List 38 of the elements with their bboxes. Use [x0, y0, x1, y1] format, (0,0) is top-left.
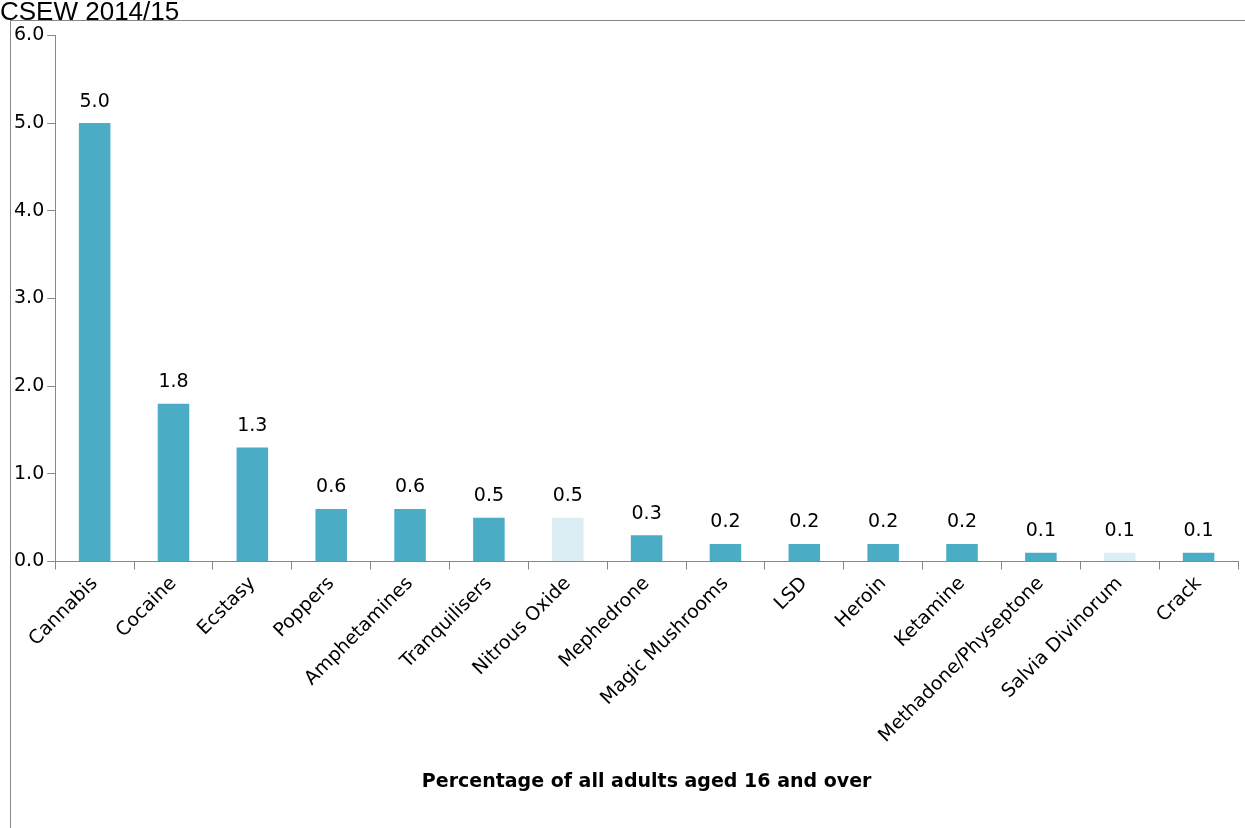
bar: [157, 403, 190, 562]
y-tick-label: 2.0: [14, 373, 45, 396]
data-label: 0.2: [789, 509, 820, 532]
bar: [1182, 552, 1215, 562]
bar: [1025, 552, 1057, 562]
data-label: 0.2: [710, 509, 741, 532]
y-tick-label: 3.0: [14, 285, 45, 308]
bar: [315, 508, 347, 562]
bar: [473, 517, 505, 562]
data-label: 0.6: [316, 474, 347, 497]
bar: [946, 543, 978, 562]
bar: [551, 517, 584, 562]
y-tick-label: 1.0: [14, 460, 45, 483]
bar: [1103, 552, 1136, 562]
y-tick-label: 0.0: [14, 548, 45, 571]
bar: [394, 508, 426, 562]
data-label: 0.2: [946, 509, 978, 532]
data-label: 0.3: [631, 500, 662, 523]
data-label: 1.8: [158, 369, 189, 392]
data-label: 0.5: [552, 483, 583, 506]
bar: [236, 447, 269, 562]
bar: [78, 123, 111, 562]
bar: [788, 543, 821, 562]
y-tick-label: 5.0: [14, 110, 45, 133]
data-label: 0.2: [868, 509, 899, 532]
data-label: 0.6: [394, 474, 426, 497]
data-label: 0.5: [473, 483, 505, 506]
data-label: 0.1: [1025, 518, 1056, 541]
y-tick-label: 4.0: [14, 197, 45, 220]
bar: [630, 535, 663, 562]
x-axis-title: Percentage of all adults aged 16 and over: [421, 768, 873, 791]
x-tick-label: LSD: [768, 571, 811, 614]
data-label: 1.3: [237, 412, 268, 435]
data-label: 5.0: [79, 88, 110, 111]
bar: [867, 543, 899, 562]
data-label: 0.1: [1104, 518, 1135, 541]
data-label: 0.1: [1183, 518, 1214, 541]
bar: [709, 543, 742, 562]
